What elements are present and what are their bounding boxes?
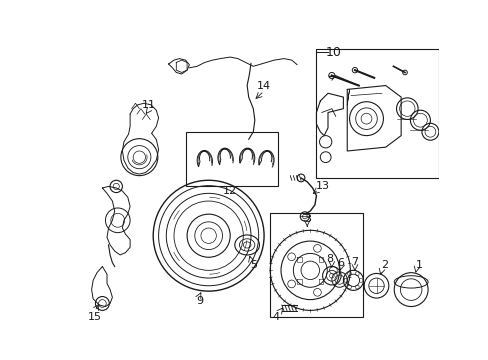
Text: 14: 14 [257,81,270,91]
Text: 6: 6 [337,258,344,267]
Text: 11: 11 [142,100,155,110]
Text: 12: 12 [223,186,237,196]
Text: 13: 13 [315,181,329,191]
Text: 8: 8 [325,254,332,264]
Bar [185,132,277,186]
Text: 9: 9 [196,296,203,306]
Bar [316,49,438,178]
Text: 10: 10 [325,46,341,59]
Bar [270,213,362,316]
Text: 3: 3 [303,214,310,224]
Text: 2: 2 [380,260,387,270]
Text: 5: 5 [249,260,256,270]
Text: 7: 7 [351,257,358,267]
Text: 1: 1 [414,260,422,270]
Text: 4: 4 [272,311,280,321]
Text: 15: 15 [87,311,102,321]
